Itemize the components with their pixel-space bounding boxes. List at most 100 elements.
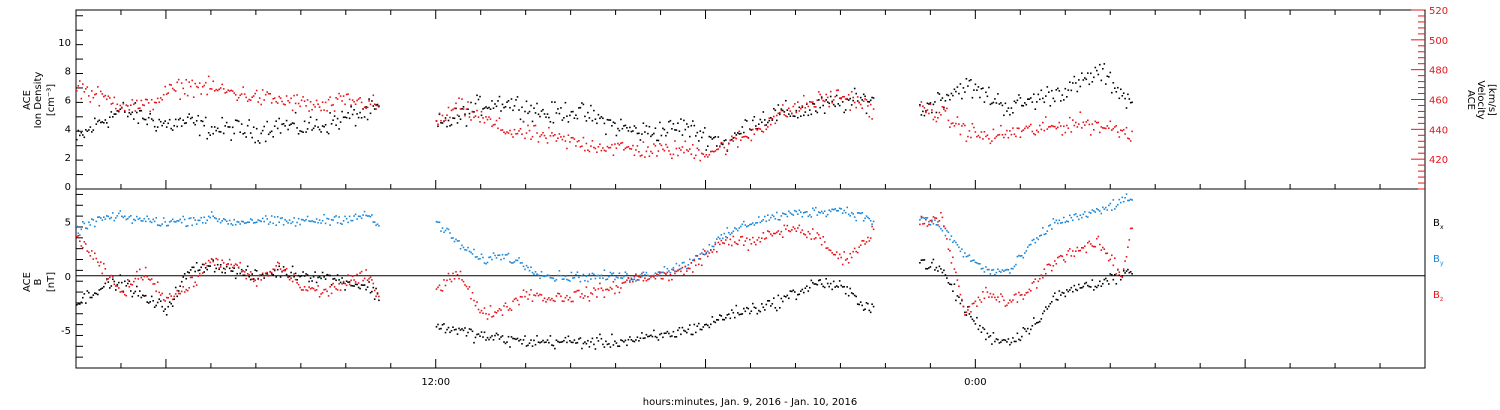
bz-point [444,284,447,287]
series-point [360,117,363,119]
series-point [209,134,211,136]
series-point [329,96,331,98]
by-point [216,220,219,223]
series-point [371,100,373,102]
bz-point [254,279,256,282]
by-point [89,224,92,226]
series-point [368,100,370,102]
bz-point [1121,276,1124,279]
series-point [771,117,774,120]
series-point [456,122,459,124]
bx-point [549,335,552,337]
by-point [728,231,730,234]
series-point [359,111,361,114]
by-point [1016,255,1019,258]
bz-point [593,287,595,289]
bx-point [572,341,574,344]
series-point [770,117,772,119]
series-point [1046,128,1049,130]
bz-point [759,241,762,243]
by-point [798,209,801,212]
bx-point [276,268,279,271]
by-point [777,218,780,221]
series-point [344,103,346,106]
bz-point [657,274,660,276]
bz-point [437,286,439,289]
series-point [871,96,873,99]
series-point [261,89,264,91]
bx-point [795,298,798,301]
by-point [1003,270,1005,272]
series-point [100,90,102,93]
bx-point [318,276,321,278]
by-point [305,218,307,221]
series-point [1010,107,1013,109]
by-point [186,225,189,227]
by-point [324,222,327,225]
series-point [762,131,765,133]
series-point [1082,121,1085,124]
series-point [961,97,963,100]
by-point [1000,271,1002,273]
series-point [638,132,640,135]
bx-point [455,328,457,331]
series-point [627,146,630,148]
series-point [841,101,844,103]
series-point [345,116,348,119]
bx-point [575,342,577,344]
legend-by: B y [1433,254,1444,267]
series-point [480,114,483,117]
bx-point [246,265,249,268]
series-point [137,107,140,110]
bz-point [791,229,793,231]
bx-point [1051,301,1053,303]
bx-point [1031,325,1034,327]
by-point [351,219,354,222]
series-point [806,103,808,105]
series-point [527,112,529,115]
series-point [180,125,183,127]
by-point [944,234,947,237]
bz-point [488,313,490,316]
bx-point [967,306,969,308]
by-point [641,275,643,278]
by-point [441,227,444,229]
series-point [1070,131,1073,133]
bx-point [919,262,921,264]
series-point [332,119,334,121]
series-point [862,100,865,102]
bx-point [195,262,198,264]
series-point [264,140,267,143]
series-point [536,102,538,105]
series-point [242,86,244,88]
bx-point [681,326,684,329]
bx-point [630,339,633,341]
bx-point [608,343,610,345]
bx-point [112,278,114,281]
bz-point [1000,293,1002,295]
series-point [491,125,493,128]
series-point [650,135,652,138]
bx-point [518,340,520,342]
bz-point [865,241,868,243]
series-point [323,125,325,128]
bz-point [204,262,207,265]
by-point [467,246,469,249]
bx-point [1111,274,1113,276]
by-point [581,275,583,277]
series-point [486,118,489,121]
bx-point [1042,312,1044,315]
series-point [701,152,703,155]
series-point [264,93,267,96]
series-point [557,108,559,110]
by-point [225,220,228,222]
bz-point [1128,239,1131,241]
bx-point [662,336,664,339]
bx-point [599,333,601,336]
series-point [1064,131,1067,134]
by-point [453,240,456,243]
by-point [471,253,474,255]
series-point [124,111,126,113]
by-point [1072,219,1074,222]
series-point [314,125,316,127]
